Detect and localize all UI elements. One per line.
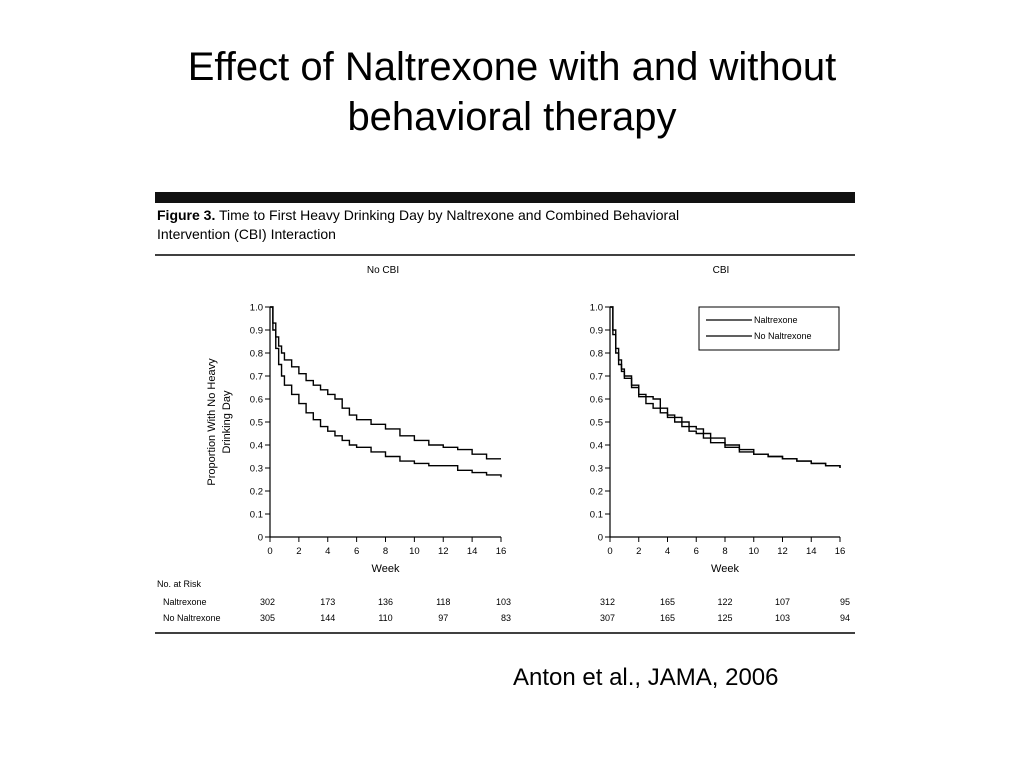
x-tick-label: 6 bbox=[694, 546, 699, 557]
risk-value-naltrexone: 302 bbox=[260, 597, 275, 607]
x-tick-label: 12 bbox=[777, 546, 788, 557]
risk-values: 302 305 173 144 136 110 118 97 103 83 312 307 165 165… bbox=[260, 597, 850, 623]
y-tick-label: 0.4 bbox=[250, 441, 263, 452]
figure-caption-line1: Figure 3. Time to First Heavy Drinking D… bbox=[157, 207, 679, 223]
risk-value-no-naltrexone: 97 bbox=[438, 613, 448, 623]
x-tick-label: 6 bbox=[354, 546, 359, 557]
x-tick-label: 14 bbox=[806, 546, 817, 557]
x-tick-label: 10 bbox=[409, 546, 420, 557]
x-tick-label: 16 bbox=[496, 546, 507, 557]
risk-row-label-naltrexone: Naltrexone bbox=[163, 597, 207, 607]
risk-value-naltrexone: 107 bbox=[775, 597, 790, 607]
risk-value-naltrexone: 118 bbox=[436, 597, 450, 607]
risk-value-no-naltrexone: 307 bbox=[600, 613, 615, 623]
legend-label-no-naltrexone: No Naltrexone bbox=[754, 331, 812, 341]
y-tick-label: 0.8 bbox=[590, 349, 603, 360]
number-at-risk-table: No. at Risk Naltrexone No Naltrexone 302… bbox=[157, 579, 850, 623]
y-tick-label: 0.5 bbox=[590, 418, 603, 429]
y-tick-label: 0.6 bbox=[590, 395, 603, 406]
citation: Anton et al., JAMA, 2006 bbox=[513, 664, 779, 692]
risk-value-no-naltrexone: 165 bbox=[660, 613, 675, 623]
risk-row-label-no-naltrexone: No Naltrexone bbox=[163, 613, 221, 623]
y-tick-label: 0.1 bbox=[250, 510, 263, 521]
y-tick-label: 0.6 bbox=[250, 395, 263, 406]
y-tick-label: 0 bbox=[258, 533, 263, 544]
y-tick-label: 0.2 bbox=[250, 487, 263, 498]
risk-value-no-naltrexone: 125 bbox=[717, 613, 732, 623]
y-tick-label: 0.9 bbox=[590, 326, 603, 337]
x-tick-label: 8 bbox=[722, 546, 727, 557]
y-tick-label: 0 bbox=[598, 533, 603, 544]
risk-value-naltrexone: 173 bbox=[320, 597, 335, 607]
y-tick-label: 0.3 bbox=[590, 464, 603, 475]
y-tick-label: 1.0 bbox=[590, 303, 603, 314]
y-axis-label-line2: Drinking Day bbox=[221, 390, 233, 453]
series-line-naltrexone bbox=[270, 307, 501, 459]
legend: Naltrexone No Naltrexone bbox=[699, 307, 839, 350]
y-tick-label: 0.4 bbox=[590, 441, 603, 452]
risk-value-naltrexone: 95 bbox=[840, 597, 850, 607]
y-tick-label: 0.7 bbox=[590, 372, 603, 383]
risk-value-naltrexone: 136 bbox=[378, 597, 393, 607]
x-tick-label: 2 bbox=[636, 546, 641, 557]
x-axis-label: Week bbox=[372, 563, 400, 575]
y-axis-label-line1: Proportion With No Heavy bbox=[206, 358, 218, 486]
risk-value-no-naltrexone: 110 bbox=[378, 613, 392, 623]
y-tick-label: 0.8 bbox=[250, 349, 263, 360]
y-tick-label: 0.9 bbox=[250, 326, 263, 337]
risk-value-naltrexone: 103 bbox=[496, 597, 511, 607]
y-tick-label: 1.0 bbox=[250, 303, 263, 314]
series-line-no-naltrexone bbox=[270, 307, 501, 477]
x-tick-label: 4 bbox=[665, 546, 670, 557]
figure: Figure 3. Time to First Heavy Drinking D… bbox=[0, 0, 1024, 768]
x-tick-label: 4 bbox=[325, 546, 330, 557]
panel-no-cbi: No CBI 0 0.1 0.2 0.3 0.4 0.5 0.6 0.7 0.8 0.9 1.0 0 2 4… bbox=[250, 265, 507, 575]
figure-caption-text: Time to First Heavy Drinking Day by Nalt… bbox=[215, 207, 679, 223]
y-tick-label: 0.2 bbox=[590, 487, 603, 498]
risk-value-no-naltrexone: 103 bbox=[775, 613, 790, 623]
panel-title: CBI bbox=[713, 265, 730, 276]
risk-value-naltrexone: 122 bbox=[717, 597, 732, 607]
risk-value-no-naltrexone: 305 bbox=[260, 613, 275, 623]
y-tick-label: 0.5 bbox=[250, 418, 263, 429]
figure-caption-line2: Intervention (CBI) Interaction bbox=[157, 226, 336, 242]
figure-top-bar bbox=[155, 192, 855, 203]
panel-title: No CBI bbox=[367, 265, 399, 276]
x-tick-label: 2 bbox=[296, 546, 301, 557]
y-tick-label: 0.3 bbox=[250, 464, 263, 475]
x-tick-label: 0 bbox=[607, 546, 612, 557]
risk-heading: No. at Risk bbox=[157, 579, 202, 589]
figure-caption-label: Figure 3. bbox=[157, 207, 215, 223]
x-tick-label: 0 bbox=[267, 546, 272, 557]
risk-value-no-naltrexone: 94 bbox=[840, 613, 850, 623]
x-tick-label: 8 bbox=[383, 546, 388, 557]
x-tick-label: 14 bbox=[467, 546, 478, 557]
x-tick-label: 10 bbox=[748, 546, 759, 557]
legend-label-naltrexone: Naltrexone bbox=[754, 315, 798, 325]
y-tick-label: 0.7 bbox=[250, 372, 263, 383]
risk-value-no-naltrexone: 83 bbox=[501, 613, 511, 623]
y-tick-label: 0.1 bbox=[590, 510, 603, 521]
x-tick-label: 12 bbox=[438, 546, 449, 557]
risk-value-naltrexone: 312 bbox=[600, 597, 615, 607]
legend-box bbox=[699, 307, 839, 350]
risk-value-naltrexone: 165 bbox=[660, 597, 675, 607]
x-tick-label: 16 bbox=[835, 546, 846, 557]
risk-value-no-naltrexone: 144 bbox=[320, 613, 335, 623]
x-axis-label: Week bbox=[711, 563, 739, 575]
